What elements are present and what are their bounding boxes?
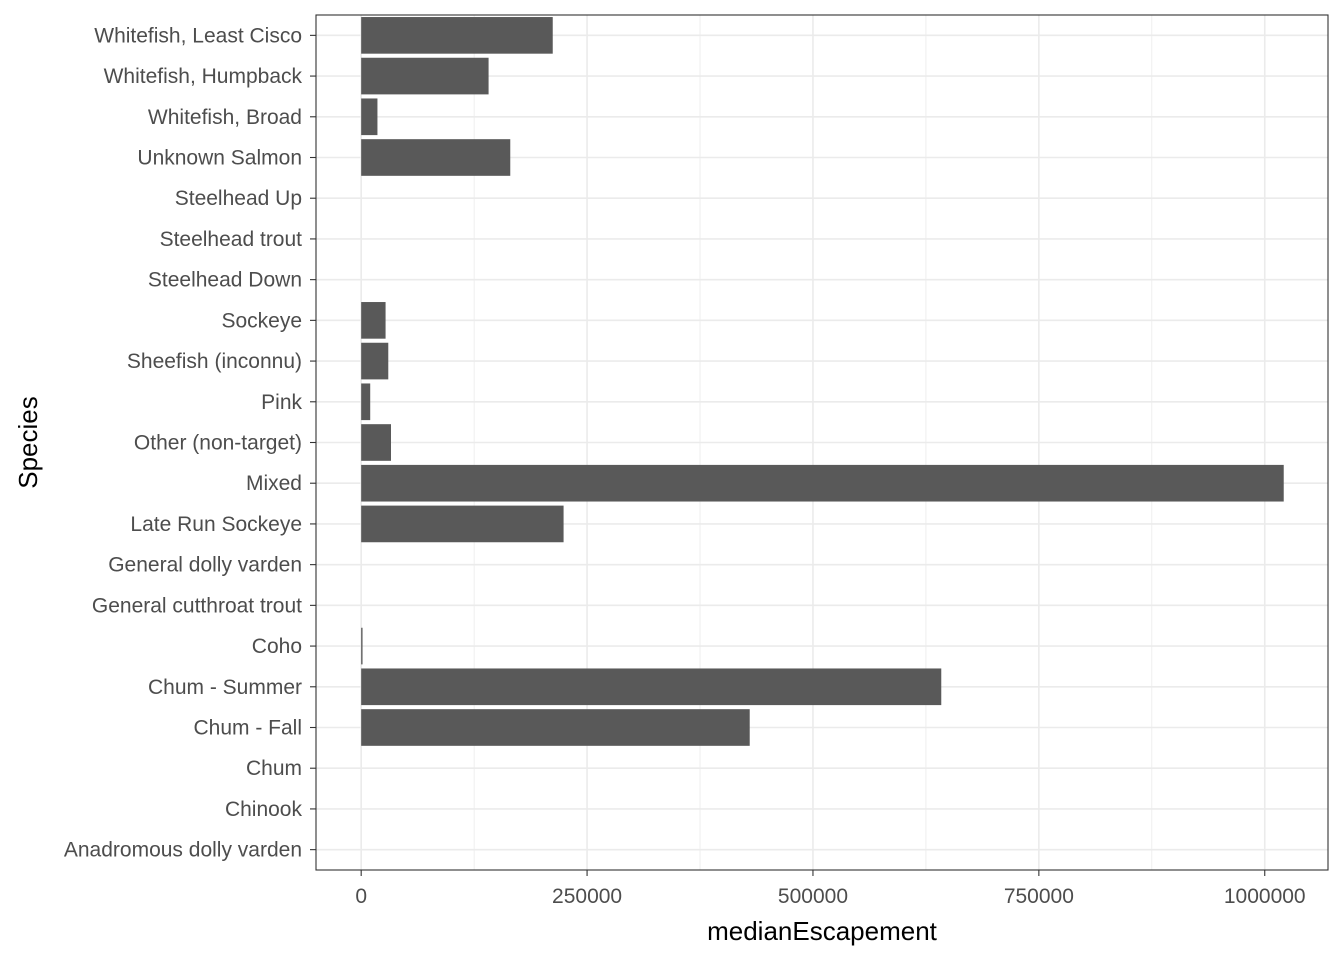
- y-tick-label: Whitefish, Least Cisco: [94, 24, 302, 47]
- bar: [361, 98, 378, 136]
- y-tick-label: Other (non-target): [134, 432, 302, 455]
- x-tick-label: 1000000: [1224, 885, 1306, 908]
- y-tick-label: Chum - Fall: [193, 717, 302, 740]
- y-axis-title: Species: [13, 396, 43, 489]
- y-tick-label: Chum - Summer: [148, 676, 302, 699]
- bar: [361, 627, 363, 665]
- y-tick-label: Whitefish, Humpback: [104, 65, 303, 88]
- y-tick-label: Steelhead trout: [160, 228, 303, 251]
- bar: [361, 17, 553, 54]
- y-tick-label: Coho: [252, 635, 302, 658]
- y-tick-label: Whitefish, Broad: [148, 106, 302, 129]
- bar: [361, 505, 564, 543]
- y-tick-label: General dolly varden: [108, 554, 302, 577]
- y-tick-label: Steelhead Up: [175, 187, 302, 210]
- y-tick-label: Steelhead Down: [148, 269, 302, 292]
- bar: [361, 464, 1284, 502]
- bar: [361, 383, 371, 421]
- bar: [361, 302, 386, 339]
- bars: [361, 17, 1284, 746]
- y-tick-label: Anadromous dolly varden: [64, 839, 302, 862]
- x-tick-label: 500000: [778, 885, 848, 908]
- x-axis-title: medianEscapement: [707, 916, 938, 946]
- bar: [361, 57, 489, 95]
- bar: [361, 668, 942, 706]
- x-tick-label: 0: [355, 885, 367, 908]
- y-tick-label: Sheefish (inconnu): [127, 350, 302, 373]
- y-tick-label: General cutthroat trout: [92, 594, 302, 617]
- x-tick-label: 750000: [1004, 885, 1074, 908]
- y-tick-label: Mixed: [246, 472, 302, 495]
- y-tick-label: Pink: [261, 391, 302, 414]
- y-tick-label: Late Run Sockeye: [130, 513, 302, 536]
- y-tick-label: Sockeye: [221, 309, 302, 332]
- bar: [361, 342, 389, 380]
- axes: Anadromous dolly varden Chinook Chum Chum -…: [64, 24, 1306, 908]
- y-tick-label: Chum: [246, 757, 302, 780]
- y-tick-label: Chinook: [225, 798, 303, 821]
- bar: [361, 709, 750, 746]
- y-tick-label: Unknown Salmon: [137, 147, 302, 170]
- bar: [361, 139, 511, 176]
- x-tick-label: 250000: [552, 885, 622, 908]
- bar: [361, 424, 391, 461]
